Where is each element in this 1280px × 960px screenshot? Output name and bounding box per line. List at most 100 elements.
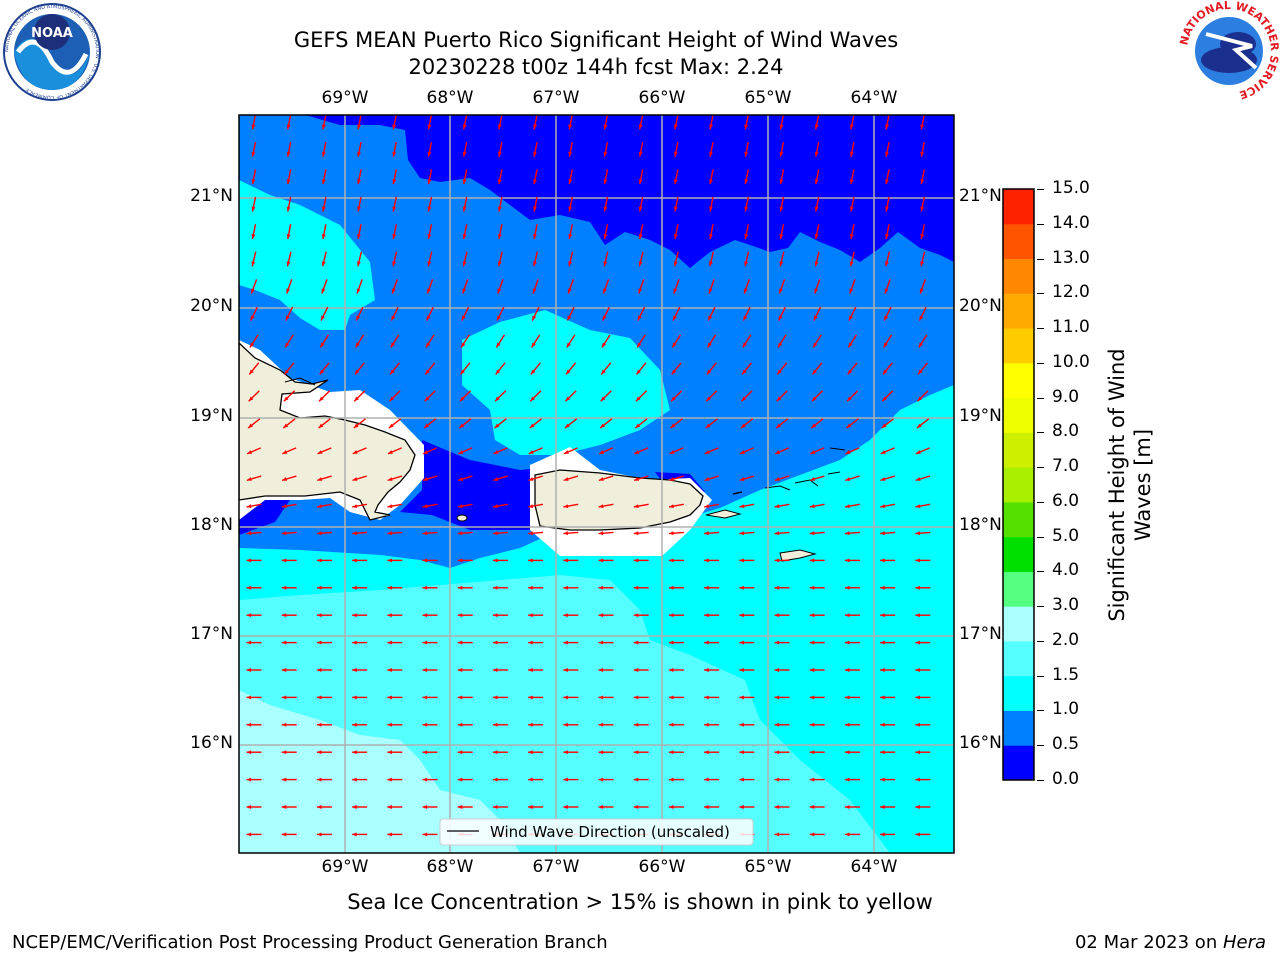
wave-direction-arrowhead [779,288,783,294]
wave-direction-arrowhead [775,450,781,454]
wave-direction-arrowhead [392,261,397,267]
wave-direction-arrowhead [563,504,569,509]
wave-direction-arrowhead [492,695,498,700]
colorbar-tick-mark [1037,780,1044,781]
wave-direction-arrowhead [670,423,676,429]
wave-direction-arrowhead [744,124,749,130]
wave-direction-arrowhead [634,450,640,454]
wave-direction-arrowhead [739,585,744,590]
wave-direction-arrowhead [422,777,428,782]
wave-direction-arrowhead [777,342,783,348]
wave-direction-arrowhead [779,151,784,157]
colorbar-cell [1003,640,1034,677]
footer-date-text: 02 Mar 2023 on [1074,932,1223,953]
wave-direction-arrowhead [668,613,674,618]
wave-direction-arrowhead [882,369,888,375]
wave-direction-arrowhead [739,805,744,809]
wave-direction-arrowhead [809,504,815,509]
wave-direction-arrowhead [704,805,709,809]
colorbar-tick-mark [1037,223,1044,225]
wave-direction-arrowhead [281,585,287,590]
wave-direction-arrowhead [281,832,287,837]
wave-direction-arrowhead [603,206,608,212]
wave-direction-arrowhead [774,750,780,755]
wave-direction-arrowhead [387,558,392,563]
wave-direction-arrowhead [497,288,502,294]
wave-direction-arrowhead [915,722,920,727]
wave-direction-arrowhead [779,261,784,267]
wave-direction-arrowhead [497,151,502,157]
wave-direction-arrowhead [704,777,709,782]
wave-direction-arrowhead [321,288,326,294]
colorbar-tick-label: 7.0 [1052,456,1080,477]
wave-direction-arrowhead [459,423,465,429]
wave-direction-arrowhead [708,315,713,321]
map-frame [238,114,955,854]
wave-direction-arrowhead [774,531,780,536]
colorbar-tick-label: 11.0 [1052,317,1090,338]
wave-direction-arrowhead [563,777,568,782]
colorbar-tick-label: 1.0 [1052,699,1080,720]
wave-direction-arrowhead [566,342,571,348]
wave-direction-arrowhead [774,668,780,672]
colorbar-tick-label: 10.0 [1052,351,1090,372]
wave-direction-arrowhead [246,531,252,536]
wave-direction-arrowhead [709,206,713,212]
wave-direction-arrowhead [779,206,784,212]
wave-direction-arrowhead [774,640,780,645]
wave-direction-arrowhead [422,668,428,672]
colorbar-tick-label: 8.0 [1052,421,1080,442]
lat-label-right: 17°N [959,624,1002,644]
sea-ice-note: Sea Ice Concentration > 15% is shown in … [347,890,933,914]
wave-direction-arrowhead [880,695,885,700]
wave-direction-arrowhead [706,369,712,375]
wave-direction-arrowhead [602,315,607,321]
lon-label-bottom: 68°W [426,857,474,877]
wave-direction-arrowhead [492,777,498,782]
wave-direction-arrowhead [422,695,428,700]
wave-direction-arrowhead [281,558,287,563]
wave-direction-arrowhead [528,531,533,536]
wave-direction-arrowhead [638,261,643,267]
wave-direction-arrowhead [493,477,499,481]
wave-direction-arrowhead [673,179,678,185]
wave-direction-arrowhead [457,777,463,782]
wave-direction-arrowhead [638,179,643,185]
wave-direction-arrowhead [352,477,358,481]
wave-direction-arrowhead [774,504,780,509]
wave-direction-arrowhead [633,613,639,618]
lon-label-bottom: 65°W [744,857,792,877]
wave-direction-arrowhead [633,504,639,509]
wave-direction-arrowhead [633,750,639,755]
colorbar-tick-label: 6.0 [1052,490,1080,511]
colorbar-tick-label: 13.0 [1052,247,1090,268]
wave-direction-arrowhead [497,261,502,267]
wave-direction-arrowhead [920,261,925,267]
wave-direction-arrowhead [528,777,533,782]
wave-direction-arrowhead [884,315,889,321]
wave-direction-arrowhead [427,206,432,212]
wave-direction-arrowhead [284,369,289,375]
wave-direction-arrowhead [814,124,819,130]
wave-direction-arrowhead [462,179,467,185]
wave-direction-arrowhead [739,750,744,755]
wave-direction-arrowhead [638,288,643,294]
wave-direction-arrowhead [920,234,925,239]
wave-direction-arrowhead [739,477,745,481]
wave-direction-arrowhead [457,668,463,672]
colorbar-tick-mark [1037,362,1044,364]
wave-direction-arrowhead [246,722,252,727]
wave-direction-arrowhead [532,288,537,294]
wave-direction-arrowhead [497,124,502,130]
wave-direction-arrowhead [844,531,850,536]
colorbar-tick-label: 2.0 [1052,629,1080,650]
wave-direction-arrowhead [392,151,397,157]
wave-direction-arrowhead [810,450,816,454]
lat-label-left: 19°N [190,406,233,426]
wave-direction-arrowhead [493,450,499,454]
wave-direction-arrowhead [422,585,428,590]
lat-label-right: 19°N [959,406,1002,426]
wave-direction-arrowhead [774,722,780,727]
lon-label-top: 65°W [744,88,792,108]
